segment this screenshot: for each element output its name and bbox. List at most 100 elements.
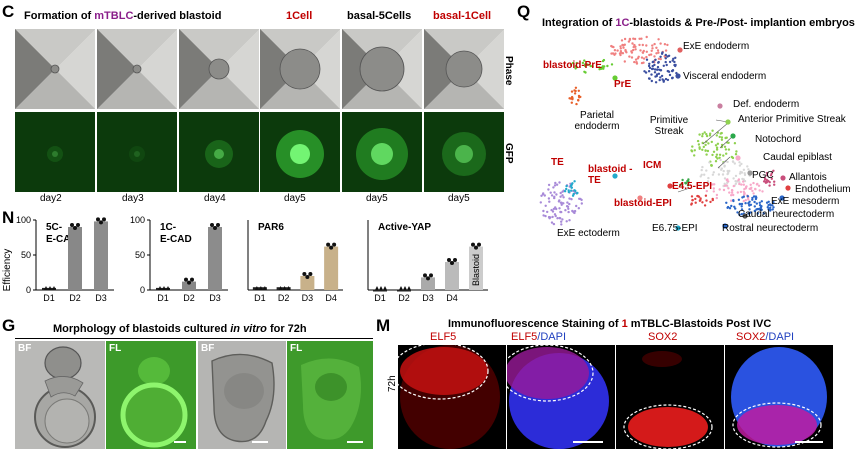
label-pre: PrE: [614, 79, 632, 90]
umap-point: [552, 207, 556, 211]
n-chart-title: 5C-: [46, 222, 62, 233]
umap-point: [614, 52, 617, 55]
umap-point: [769, 174, 773, 177]
umap-point: [553, 195, 556, 198]
umap-point: [699, 175, 702, 178]
umap-point: [715, 134, 718, 137]
umap-point: [664, 53, 667, 57]
umap-point: [664, 60, 667, 64]
panel-q-title-highlight: 1C: [615, 17, 630, 29]
umap-point: [734, 207, 737, 210]
n-category-label: D1: [374, 293, 386, 303]
label-def-endoderm: Def. endoderm: [733, 99, 800, 110]
umap-point: [561, 218, 564, 221]
n-datapoint: [329, 245, 334, 250]
umap-point: [686, 184, 690, 187]
umap-point: [738, 182, 741, 186]
umap-point: [690, 202, 693, 205]
label-exe-endoderm: ExE endoderm: [683, 41, 750, 52]
n-tick-label: 50: [21, 250, 31, 260]
umap-point: [627, 40, 631, 43]
umap-point: [575, 204, 578, 208]
n-datapoint: [210, 223, 214, 227]
umap-point: [558, 181, 561, 184]
umap-point: [769, 208, 772, 212]
umap-point: [633, 60, 636, 64]
umap-point: [581, 61, 585, 65]
umap-point: [738, 203, 741, 206]
umap-point: [598, 66, 601, 69]
day-label-6: day5: [448, 193, 470, 204]
umap-point: [745, 185, 748, 188]
umap-point: [703, 173, 706, 176]
umap-point: [709, 200, 712, 204]
umap-point: [569, 97, 572, 100]
n-datapoint: [305, 275, 310, 279]
umap-point: [705, 199, 708, 202]
n-datapoint: [73, 226, 77, 230]
umap-point: [726, 169, 729, 173]
umap-point: [551, 210, 555, 213]
panel-c-header-basal5: basal-5Cells: [347, 10, 412, 22]
umap-point: [753, 200, 756, 204]
umap-point: [560, 203, 563, 206]
umap-point: [767, 208, 770, 211]
umap-point: [671, 76, 674, 80]
umap-label-dot: [780, 175, 786, 181]
n-datapoint: [379, 286, 383, 290]
gfp-signal-image: [205, 140, 233, 168]
umap-point: [568, 197, 571, 200]
umap-point: [744, 202, 747, 205]
umap-point: [653, 42, 656, 46]
umap-point: [556, 217, 559, 220]
n-tick-label: 0: [26, 285, 31, 295]
n-category-label: D2: [183, 293, 195, 303]
umap-point: [636, 57, 640, 60]
umap-point: [768, 184, 771, 187]
n-datapoint: [187, 280, 191, 285]
umap-point: [705, 189, 708, 193]
umap-point: [710, 140, 713, 144]
umap-point: [653, 68, 657, 71]
umap-point: [711, 173, 715, 176]
umap-point: [690, 195, 694, 198]
umap-point: [712, 150, 716, 153]
panel-c-header-basal1: basal-1Cell: [433, 10, 492, 22]
umap-point: [571, 61, 575, 65]
umap-point: [720, 168, 723, 171]
label-te: TE: [551, 157, 564, 168]
umap-point: [568, 219, 571, 222]
umap-point: [560, 223, 563, 226]
umap-leader-lines: [677, 119, 734, 193]
umap-point: [583, 63, 587, 66]
umap-point: [737, 198, 741, 201]
panel-c-title-prefix: Formation of: [24, 10, 95, 22]
panel-g-letter: G: [2, 316, 16, 335]
umap-point: [701, 132, 704, 136]
umap-point: [721, 173, 725, 176]
g-tile-label-2: FL: [109, 343, 122, 354]
umap-point: [740, 208, 744, 211]
umap-point: [698, 147, 701, 150]
umap-point: [741, 196, 744, 199]
panel-g-title: Morphology of blastoids cultured in vitr…: [53, 323, 307, 335]
n-datapoint: [258, 286, 263, 290]
umap-point: [693, 154, 696, 157]
umap-point: [628, 55, 631, 58]
n-datapoint: [99, 220, 103, 225]
umap-point: [772, 200, 775, 204]
umap-point: [738, 181, 741, 184]
umap-point: [610, 44, 613, 48]
umap-point: [554, 181, 557, 185]
umap-point: [577, 207, 580, 210]
umap-point: [544, 204, 547, 207]
umap-point: [656, 49, 660, 52]
umap-point: [634, 58, 638, 61]
umap-point: [668, 60, 672, 64]
panel-m-title-highlight: 1: [621, 318, 628, 330]
umap-point: [550, 194, 554, 197]
umap-point: [642, 49, 645, 53]
n-bar: [469, 246, 483, 290]
umap-point: [700, 168, 703, 172]
